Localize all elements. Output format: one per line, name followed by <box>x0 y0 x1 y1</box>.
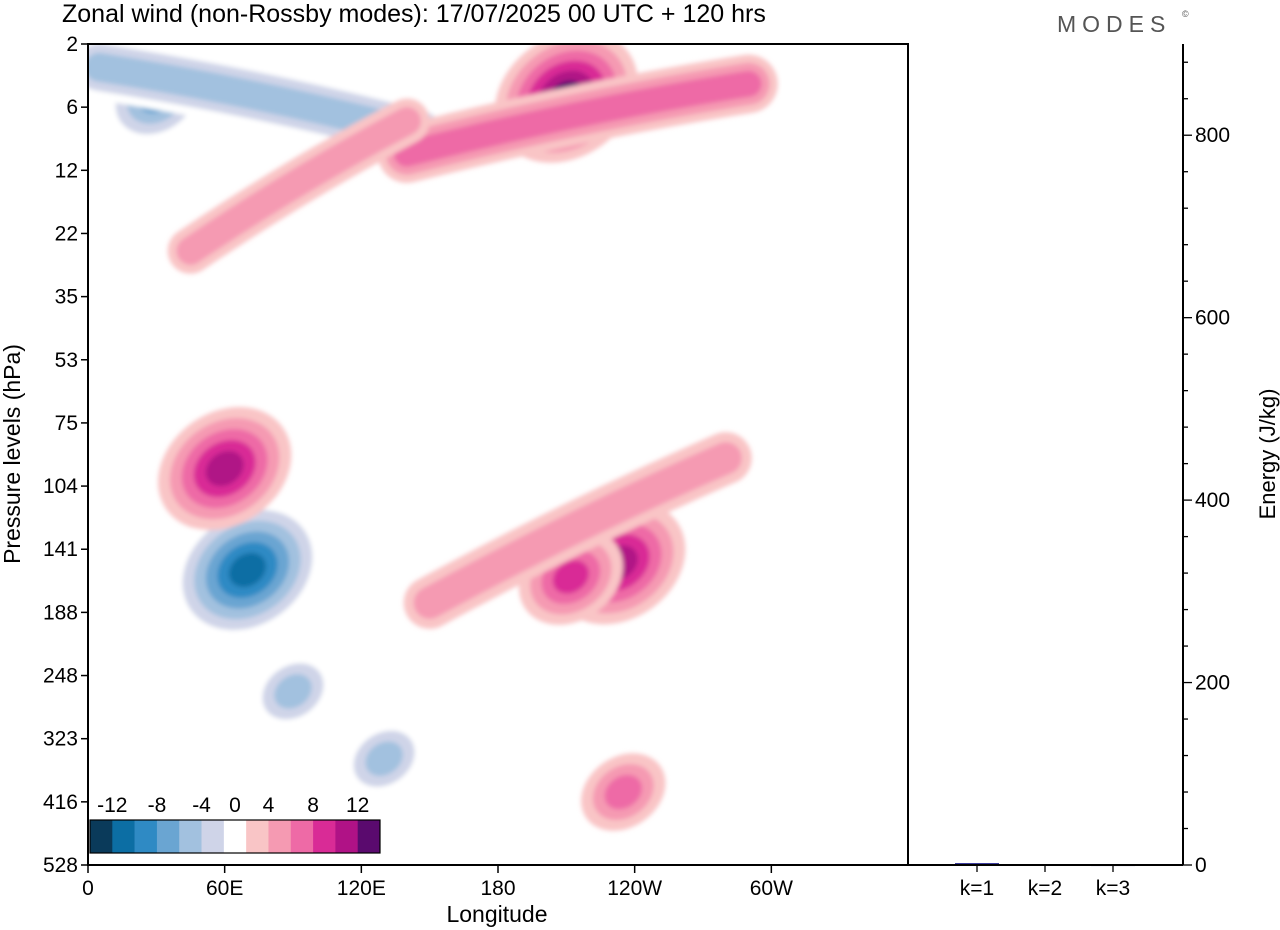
colorbar-swatch <box>313 820 336 853</box>
colorbar-swatch <box>268 820 292 853</box>
x-tick-label: 60E <box>206 877 243 900</box>
energy-tick-label: 200 <box>1195 672 1230 695</box>
contour-feature <box>341 719 427 798</box>
colorbar-swatch <box>134 820 158 853</box>
brand-mark: © <box>1182 9 1189 19</box>
contour-level <box>552 560 589 594</box>
y-tick-label: 248 <box>43 665 78 688</box>
contour-feature <box>158 407 292 531</box>
energy-tick-label: 400 <box>1195 489 1230 512</box>
colorbar-label: -4 <box>192 794 211 817</box>
brand-logo: MODES © <box>1057 9 1189 37</box>
energy-axis: 0 200 400 600 800 <box>1183 61 1230 877</box>
contour-level <box>393 70 762 167</box>
chart-title: Zonal wind (non-Rossby modes): 17/07/202… <box>62 0 766 28</box>
brand-text: MODES <box>1057 11 1171 37</box>
y-axis: 2 6 12 22 35 53 75 104 141 188 248 323 416 528 <box>43 33 88 877</box>
colorbar-swatch <box>290 820 314 853</box>
heatmap-panel: -12 -8 -4 0 4 8 12 0 60E 120E 180 120W 60W 26122235… <box>0 33 909 927</box>
colorbar-swatch <box>201 820 225 853</box>
x-axis-label: Longitude <box>446 901 547 927</box>
contour-level <box>228 552 266 588</box>
energy-tick-label: 0 <box>1195 854 1207 877</box>
colorbar-frame <box>89 819 381 854</box>
x-tick-label: 120E <box>337 877 386 900</box>
x-tick-label: 60W <box>750 877 793 900</box>
energy-category-label: k=1 <box>960 877 994 900</box>
y-tick-label: 104 <box>43 475 78 498</box>
colorbar-label: -8 <box>148 794 167 817</box>
colorbar-label: 0 <box>229 794 241 817</box>
contour-feature <box>377 54 778 183</box>
colorbar-swatch <box>357 820 381 853</box>
colorbar-swatch <box>246 820 269 853</box>
energy-category-label: k=3 <box>1096 877 1130 900</box>
colorbar-swatch <box>179 820 202 853</box>
y-tick-label: 12 <box>55 159 78 182</box>
contour-level <box>604 774 643 810</box>
y-tick-label: 141 <box>43 538 78 561</box>
contour-feature <box>171 499 324 641</box>
contour-level <box>176 107 421 265</box>
contour-level <box>365 741 403 776</box>
contour-level <box>413 442 742 619</box>
y-tick-label: 35 <box>55 286 78 309</box>
x-tick-label: 0 <box>82 877 94 900</box>
x-axis: 0 60E 120E 180 120W 60W <box>82 865 793 900</box>
energy-tick-label: 800 <box>1195 124 1230 147</box>
y-tick-label: 75 <box>55 412 78 435</box>
contour-feature <box>581 753 666 831</box>
colorbar-swatch <box>335 820 358 853</box>
energy-category-label: k=2 <box>1028 877 1062 900</box>
colorbar-label: -12 <box>97 794 127 817</box>
y-tick-label: 22 <box>55 222 78 245</box>
energy-categories: k=1 k=2 k=3 <box>960 865 1130 900</box>
y-tick-label: 53 <box>55 349 78 372</box>
colorbar-swatch <box>90 820 113 853</box>
y-axis-label: Pressure levels (hPa) <box>0 344 25 564</box>
y-tick-label: 416 <box>43 791 78 814</box>
energy-panel: 0 200 400 600 800 k=1 k=2 k=3 Energy (J/kg) <box>908 44 1280 900</box>
contour-feature <box>250 652 336 731</box>
colorbar-label: 8 <box>307 794 319 817</box>
x-tick-label: 180 <box>480 877 515 900</box>
y-tick-label: 323 <box>43 728 78 751</box>
contour-feature <box>167 98 430 274</box>
colorbar: -12 -8 -4 0 4 8 12 <box>89 794 381 854</box>
y-tick-label: 188 <box>43 601 78 624</box>
contour-feature <box>403 432 752 629</box>
y-tick-label: 2 <box>66 33 78 56</box>
colorbar-swatch <box>156 820 180 853</box>
x-tick-label: 120W <box>607 877 662 900</box>
heatmap-contours <box>88 44 778 831</box>
colorbar-swatch <box>112 820 135 853</box>
colorbar-swatch <box>223 820 247 853</box>
contour-level <box>274 674 312 709</box>
contour-level <box>205 451 244 487</box>
colorbar-label: 12 <box>346 794 369 817</box>
y-tick-label: 6 <box>66 96 78 119</box>
colorbar-label: 4 <box>263 794 275 817</box>
energy-axis-label: Energy (J/kg) <box>1255 389 1280 520</box>
y-tick-label: 528 <box>43 854 78 877</box>
energy-tick-label: 600 <box>1195 307 1230 330</box>
